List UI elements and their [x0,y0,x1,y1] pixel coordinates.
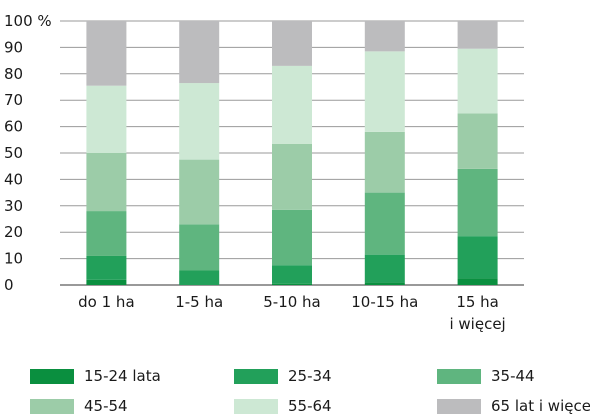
legend-swatch [437,368,481,384]
y-tick-label: 50 [4,144,23,162]
bar-segment [272,143,312,210]
y-tick-label: 90 [4,38,23,56]
bar-segment [179,83,220,160]
legend-swatch [437,398,481,414]
legend-item: 65 lat i więcej [437,396,590,416]
bar-segment [179,270,220,285]
legend-swatch [234,398,278,414]
legend-label: 15-24 lata [84,367,161,385]
bar-segment [86,279,127,285]
legend-label: 45-54 [84,397,128,415]
legend-swatch [30,368,74,384]
legend-label: 25-34 [288,367,332,385]
x-tick-label: 15 ha [456,293,499,311]
legend-item: 15-24 lata [30,366,161,386]
legend-item: 35-44 [437,366,535,386]
y-tick-label: 80 [4,65,23,83]
legend-swatch [30,398,74,414]
y-tick-label: 100 % [4,12,52,30]
bar-segment [86,153,127,212]
bar-segment [272,265,312,284]
bar-segment [179,21,220,84]
bar-segment [179,224,220,271]
stacked-bar-chart: 0 10 20 30 40 50 60 70 80 90 100 % do 1 ha 1-5 ha 5-1… [4,12,524,333]
legend-item: 45-54 [30,396,128,416]
bar-segment [272,209,312,266]
bar-segment [364,254,405,283]
bar-segment [457,278,498,285]
bar-segment [457,168,498,237]
bar-segment [364,51,405,132]
bar-segment [86,85,127,153]
y-tick-label: 40 [4,170,23,188]
bar-segment [457,113,498,169]
x-tick-label: 10-15 ha [351,293,418,311]
y-tick-label: 10 [4,250,23,268]
y-tick-label: 70 [4,91,23,109]
y-tick-label: 20 [4,223,23,241]
legend-swatch [234,368,278,384]
legend-item: 25-34 [234,366,332,386]
bar-segment [457,21,498,49]
bar-segment [272,65,312,144]
legend-item: 55-64 [234,396,332,416]
bar-segment [86,211,127,256]
legend-label: 55-64 [288,397,332,415]
bar-segment [272,21,312,66]
bar-segment [364,21,405,52]
legend-label: 35-44 [491,367,535,385]
bar-segment [86,255,127,280]
legend-label: 65 lat i więcej [491,397,590,415]
bar-segment [364,282,405,285]
x-tick-label: i więcej [449,315,505,333]
x-tick-label: 1-5 ha [175,293,223,311]
bar-segment [272,283,312,285]
y-tick-label: 30 [4,197,23,215]
bar-segment [179,159,220,225]
bar-segment [364,192,405,255]
y-tick-label: 0 [4,276,14,294]
legend: 15-24 lata 25-34 35-44 45-54 55-64 65 la… [0,356,590,416]
y-tick-label: 60 [4,118,23,136]
bar-segment [457,236,498,279]
x-tick-label: do 1 ha [78,293,134,311]
bar-segment [86,21,127,86]
x-tick-label: 5-10 ha [263,293,321,311]
bar-segment [364,131,405,193]
bar-segment [457,48,498,114]
